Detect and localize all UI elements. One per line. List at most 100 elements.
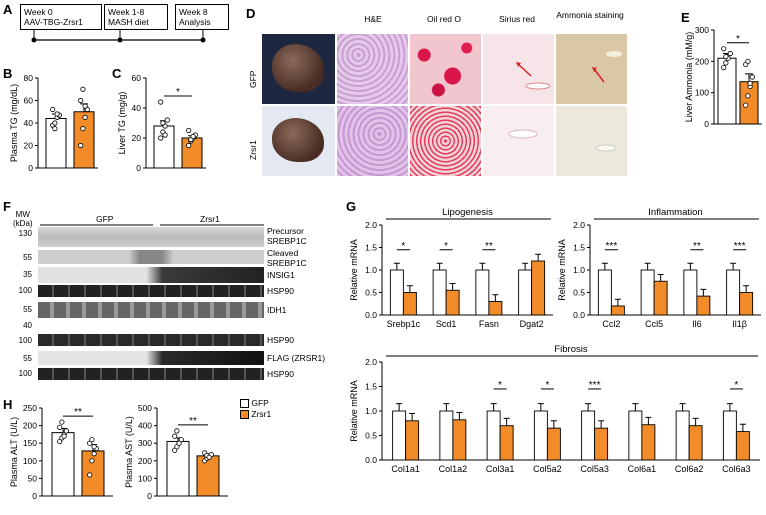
y-tick-label: 200 xyxy=(23,421,37,431)
data-point xyxy=(87,472,93,478)
data-point xyxy=(723,60,729,66)
bar-srebp1c-gfp xyxy=(389,269,404,316)
x-tick-label: Ccl5 xyxy=(645,319,663,329)
bar-srebp1c-zrsr1 xyxy=(402,292,417,316)
y-axis-label: Relative mRNA xyxy=(349,380,359,442)
blot-label-cleaved: Cleaved xyxy=(267,248,299,258)
x-tick-label: Scd1 xyxy=(436,319,457,329)
panel-letter-f: F xyxy=(3,199,11,214)
chart-title: Inflammation xyxy=(648,207,702,218)
data-point xyxy=(727,50,733,57)
chart-plasma-ast: 0 100 200 300 400 500 Plasma AST (U/L) ** xyxy=(124,403,228,501)
significance-marker: * xyxy=(401,241,405,252)
bar-scd1-zrsr1 xyxy=(445,289,460,316)
x-tick-label: Col5a2 xyxy=(533,464,562,474)
significance-marker: * xyxy=(176,87,180,98)
chart-title: Lipogenesis xyxy=(442,207,493,218)
y-tick-label: 0.5 xyxy=(573,288,585,298)
mw-40: 40 xyxy=(23,321,32,330)
mw-100-c: 100 xyxy=(18,369,32,378)
data-point xyxy=(91,451,97,457)
chart-title: Fibrosis xyxy=(554,344,588,355)
histology-row-zrsr1: Zrsr1 xyxy=(248,140,258,160)
blot-label-precursor: Precursor xyxy=(267,226,304,236)
timeline: Week 0 AAV-TBG-Zrsr1 Week 1-8 MASH diet … xyxy=(20,4,240,46)
bar-col5a3-zrsr1 xyxy=(594,427,609,461)
bar-col1a2-gfp xyxy=(439,410,454,461)
y-tick-label: 20 xyxy=(24,141,34,151)
y-tick-label: 2.0 xyxy=(573,220,585,230)
bar-col3a1-gfp xyxy=(486,410,501,461)
y-tick-label: 0 xyxy=(32,491,37,501)
data-point xyxy=(749,74,755,80)
bar-il1β-gfp xyxy=(726,269,741,316)
data-point xyxy=(80,86,86,92)
x-tick-label: Ccl2 xyxy=(602,319,620,329)
panel-letter-d: D xyxy=(246,6,256,21)
blot-hsp90-a xyxy=(38,285,264,297)
x-tick-label: Il6 xyxy=(692,319,702,329)
data-point xyxy=(160,120,166,126)
significance-marker: *** xyxy=(606,241,618,252)
bar-col5a3-gfp xyxy=(581,410,596,461)
y-tick-label: 200 xyxy=(138,456,152,466)
y-tick-label: 40 xyxy=(24,118,34,128)
y-tick-label: 1.0 xyxy=(573,265,585,275)
data-point xyxy=(745,93,751,99)
data-point xyxy=(52,126,58,132)
timeline-step-3-week: Week 8 xyxy=(179,7,208,17)
y-tick-label: 300 xyxy=(695,25,709,35)
legend-swatch-gfp xyxy=(240,399,249,409)
y-tick-label: 150 xyxy=(23,438,37,448)
data-point xyxy=(206,454,212,460)
significance-marker: ** xyxy=(485,241,493,252)
data-point xyxy=(747,80,753,86)
y-tick-label: 2.0 xyxy=(365,220,377,230)
y-tick-label: 250 xyxy=(23,403,37,413)
x-tick-label: Col1a1 xyxy=(391,464,420,474)
mw-title: MW xyxy=(15,210,30,219)
legend-label-zrsr1: Zrsr1 xyxy=(251,409,272,419)
bar-col1a1-gfp xyxy=(392,410,407,461)
y-tick-label: 80 xyxy=(24,73,34,83)
blot-srebp1c-cleaved xyxy=(38,250,264,264)
sirius-red-stain-gfp xyxy=(483,34,554,104)
data-point xyxy=(78,97,84,104)
bar-col6a1-gfp xyxy=(628,410,643,461)
blot-label-srebp1c-b: SREBP1C xyxy=(267,258,307,268)
data-point xyxy=(63,428,69,434)
x-tick-label: Col6a3 xyxy=(722,464,751,474)
blot-hsp90-b xyxy=(38,334,264,346)
mw-unit: (kDa) xyxy=(13,219,33,228)
y-tick-label: 60 xyxy=(132,73,142,83)
liver-photo-zrsr1 xyxy=(262,106,335,176)
bar-col1a2-zrsr1 xyxy=(452,419,467,461)
blot-srebp1c-precursor xyxy=(38,227,264,247)
histology-col-sirius-red: Sirius red xyxy=(499,14,535,24)
y-tick-label: 0 xyxy=(28,163,33,173)
bar-ccl5-gfp xyxy=(640,269,655,316)
x-tick-label: Col6a1 xyxy=(628,464,657,474)
blot-group-zrsr1: Zrsr1 xyxy=(200,214,220,224)
significance-marker: *** xyxy=(734,241,746,252)
y-tick-label: 0.0 xyxy=(573,310,585,320)
y-tick-label: 2.0 xyxy=(365,357,377,367)
blot-label-hsp90-c: HSP90 xyxy=(267,369,294,379)
legend: GFP Zrsr1 xyxy=(240,398,271,420)
bar-dgat2-zrsr1 xyxy=(531,260,546,316)
significance-marker: ** xyxy=(189,416,197,427)
y-tick-label: 400 xyxy=(138,421,152,431)
legend-label-gfp: GFP xyxy=(251,398,269,408)
data-point xyxy=(52,120,58,126)
blot-label-flag: FLAG (ZRSR1) xyxy=(267,353,326,363)
x-tick-label: Col5a3 xyxy=(580,464,609,474)
timeline-step-1-desc: AAV-TBG-Zrsr1 xyxy=(24,17,83,27)
timeline-step-3-desc: Analysis xyxy=(179,17,211,27)
y-tick-label: 0.0 xyxy=(365,455,377,465)
bar-il6-gfp xyxy=(683,269,698,316)
bar-gfp xyxy=(45,118,67,169)
data-point xyxy=(158,99,164,105)
mw-35: 35 xyxy=(23,270,32,279)
blot-label-insig1: INSIG1 xyxy=(267,270,295,280)
blot-label-idh1: IDH1 xyxy=(267,305,287,315)
